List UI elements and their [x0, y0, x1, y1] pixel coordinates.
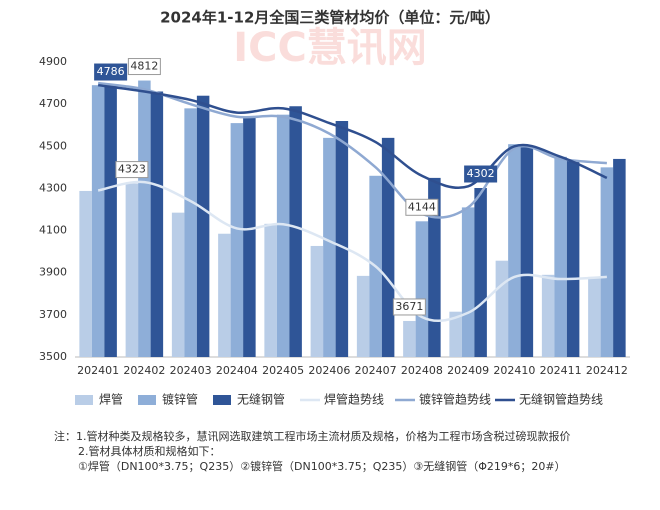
y-tick-label: 4700 [39, 97, 67, 110]
x-tick-label: 202403 [170, 364, 212, 377]
data-label: 3671 [395, 300, 423, 313]
bar [171, 212, 185, 357]
bar [403, 320, 416, 357]
bar [243, 116, 256, 358]
bar [461, 207, 475, 357]
bar [335, 121, 349, 357]
legend-label: 焊管趋势线 [324, 392, 384, 407]
data-label: 4323 [118, 163, 146, 176]
legend-label: 无缝钢管趋势线 [519, 392, 603, 407]
x-tick-label: 202406 [308, 364, 350, 377]
x-tick-label: 202408 [401, 364, 443, 377]
x-tick-label: 202405 [262, 364, 304, 377]
legend-swatch [75, 395, 93, 405]
bar [91, 85, 105, 357]
trend-line [97, 83, 608, 190]
bar [449, 311, 462, 357]
bar [495, 260, 509, 357]
chart-title: 2024年1-12月全国三类管材均价（单位：元/吨） [160, 9, 500, 27]
trend-line [97, 81, 607, 219]
x-tick-label: 202409 [447, 364, 489, 377]
legend-label: 无缝钢管 [237, 392, 285, 407]
bar [104, 86, 117, 358]
bar [218, 233, 231, 357]
legend-swatch [138, 395, 156, 405]
legend-label: 镀锌管 [162, 392, 198, 407]
bar [138, 80, 151, 358]
bar [289, 106, 302, 357]
y-tick-label: 3700 [39, 308, 67, 321]
x-tick-label: 202407 [355, 364, 397, 377]
legend-label: 镀锌管趋势线 [419, 392, 491, 407]
bar [588, 276, 601, 357]
trend-line [97, 180, 607, 323]
bar [310, 245, 324, 357]
label-box [94, 63, 128, 81]
bar [566, 161, 580, 357]
y-tick-label: 3500 [39, 350, 67, 363]
y-tick-label: 4300 [39, 181, 67, 194]
bar [415, 221, 429, 357]
x-tick-label: 202411 [540, 364, 582, 377]
data-label: 4144 [408, 200, 436, 213]
bar [79, 190, 92, 357]
bar [323, 137, 336, 357]
bar [474, 188, 487, 357]
bar [230, 123, 244, 357]
data-label: 4302 [467, 167, 495, 180]
bar [613, 158, 626, 357]
x-tick-label: 202401 [77, 364, 119, 377]
note: 2.管材具体材质和规格如下： [78, 444, 221, 458]
bar [264, 223, 277, 357]
label-box [405, 198, 439, 216]
bar [520, 146, 534, 357]
bar [276, 114, 290, 357]
watermark: ICC慧讯网 [233, 25, 427, 71]
x-tick-label: 202412 [586, 364, 628, 377]
label-box [464, 165, 498, 183]
y-tick-label: 4100 [39, 224, 67, 237]
label-box [392, 298, 426, 316]
note: ①焊管（DN100*3.75；Q235）②镀锌管（DN100*3.75；Q235… [78, 459, 566, 473]
y-tick-label: 4500 [39, 139, 67, 152]
bar [541, 274, 555, 357]
y-tick-label: 3900 [39, 266, 67, 279]
bar [600, 167, 614, 357]
y-tick-label: 4900 [39, 55, 67, 68]
legend-label: 焊管 [99, 392, 123, 407]
label-box [127, 58, 161, 76]
bar [428, 177, 441, 357]
bar [356, 275, 370, 357]
note: 注：1.管材种类及规格较多，慧讯网选取建筑工程市场主流材质及规格，价格为工程市场… [54, 429, 571, 443]
x-tick-label: 202402 [123, 364, 165, 377]
bar [554, 156, 567, 357]
legend-swatch [213, 395, 231, 405]
bar [508, 144, 521, 357]
bar [150, 91, 164, 357]
bar [184, 108, 197, 357]
x-tick-label: 202404 [216, 364, 258, 377]
label-box [115, 161, 149, 179]
data-label: 4812 [130, 60, 158, 73]
x-tick-label: 202410 [493, 364, 535, 377]
bar [196, 95, 210, 357]
bar [381, 137, 395, 357]
data-label: 4786 [97, 65, 125, 78]
bar [125, 183, 139, 357]
